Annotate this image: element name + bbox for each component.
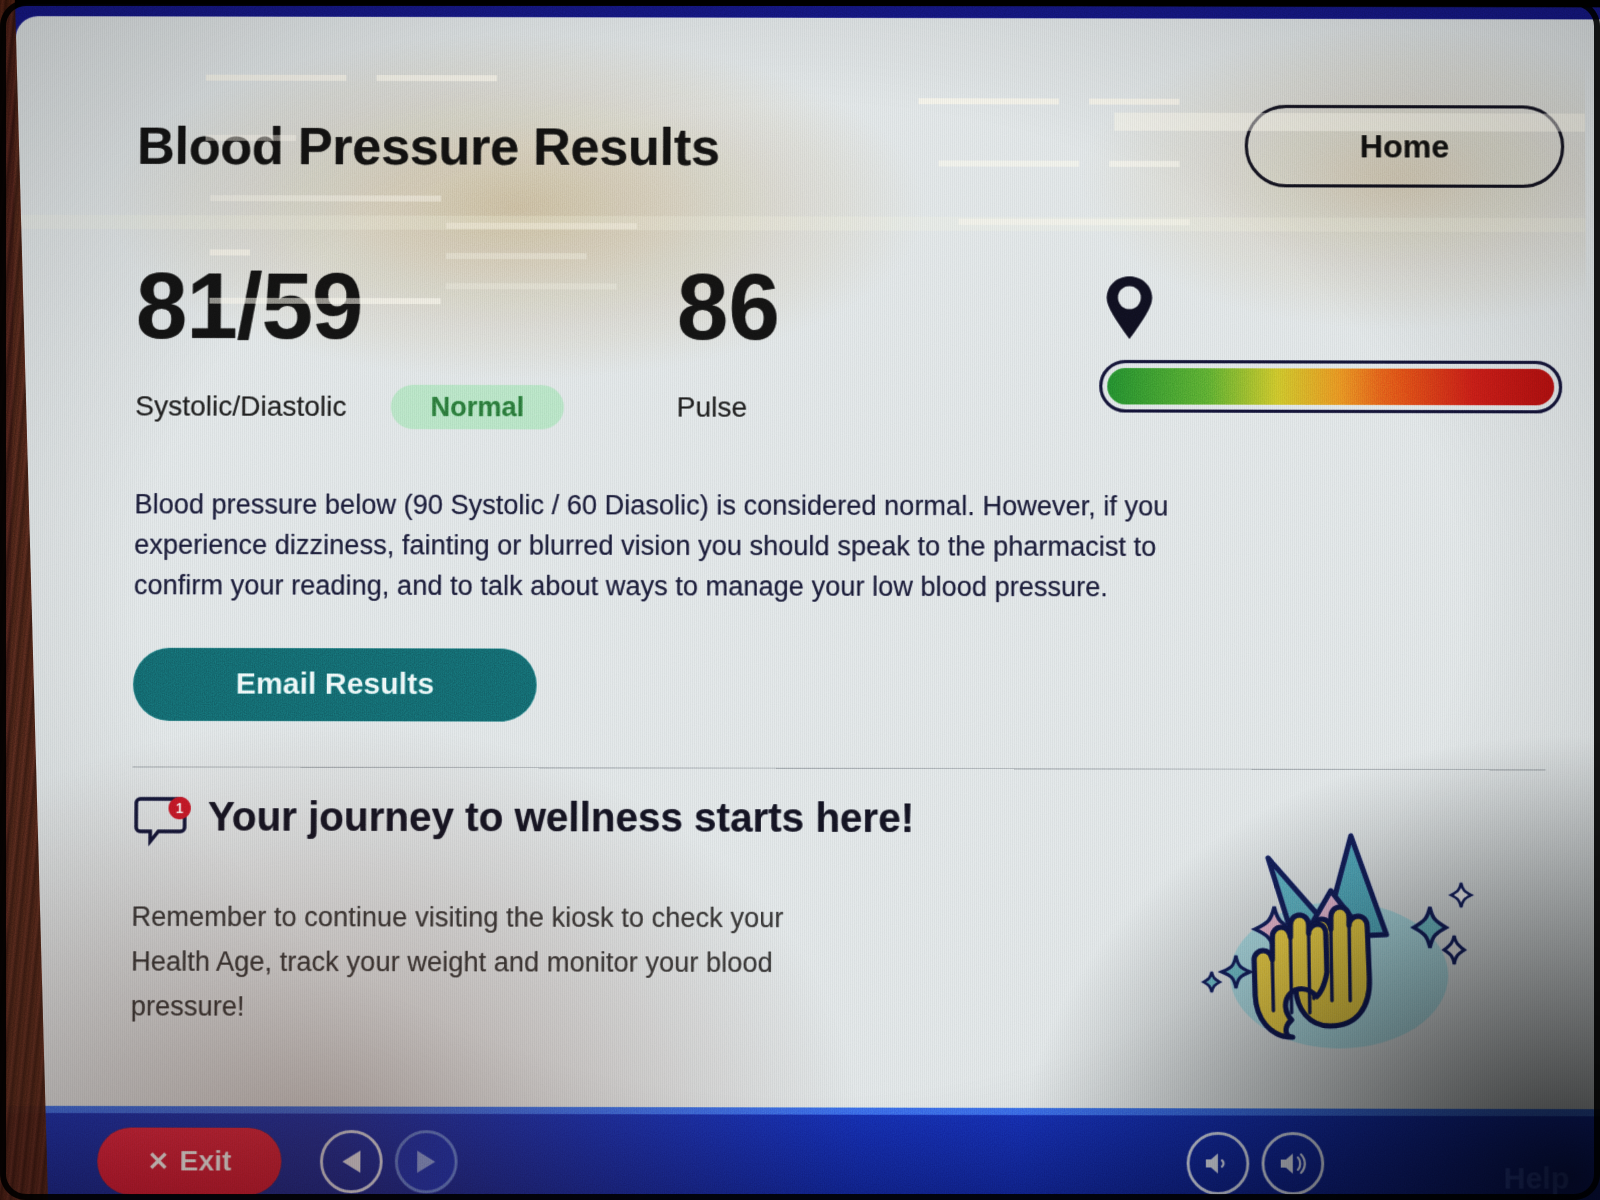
svg-text:1: 1 [176,800,184,816]
